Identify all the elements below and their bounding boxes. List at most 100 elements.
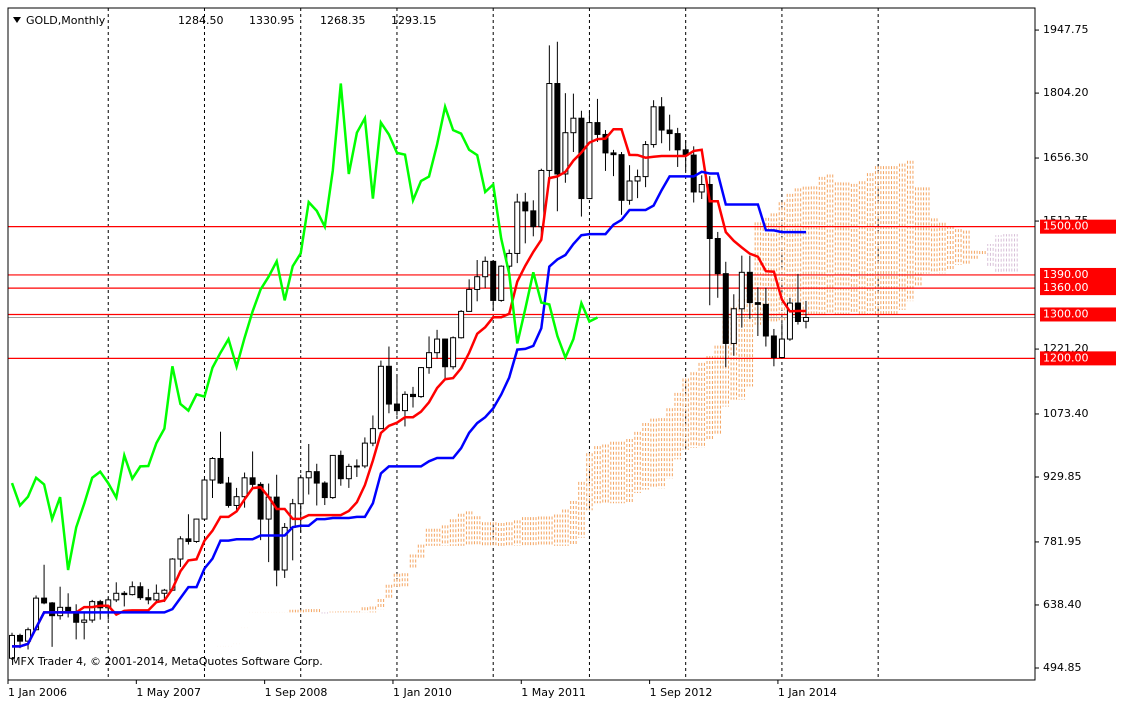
candle-body bbox=[321, 482, 328, 499]
candle-body bbox=[89, 601, 96, 621]
level-label: 1390.00 bbox=[1043, 268, 1089, 281]
candle-body bbox=[177, 538, 184, 560]
candle-body bbox=[281, 526, 288, 571]
candle-body bbox=[193, 518, 200, 542]
candle-body bbox=[241, 477, 248, 498]
candle-body bbox=[650, 106, 657, 146]
menu-triangle bbox=[13, 17, 21, 23]
candle-body bbox=[618, 154, 625, 201]
header-value: 1268.35 bbox=[320, 14, 366, 27]
symbol: GOLD,Monthly bbox=[26, 14, 106, 27]
candle-body bbox=[706, 184, 713, 240]
candle-body bbox=[738, 271, 745, 310]
candle-body bbox=[233, 496, 240, 506]
candle-body bbox=[578, 117, 585, 200]
candle-body bbox=[65, 606, 72, 613]
y-tick-label: 494.85 bbox=[1043, 661, 1082, 674]
candle-body bbox=[353, 465, 360, 468]
candle-body bbox=[410, 393, 416, 398]
y-tick-label: 1073.40 bbox=[1043, 407, 1089, 420]
candle-body bbox=[730, 308, 737, 344]
candle-body bbox=[137, 586, 144, 599]
x-tick-label: 1 May 2011 bbox=[521, 686, 586, 699]
candle-body bbox=[105, 599, 112, 609]
candle-body bbox=[690, 154, 697, 193]
candle-body bbox=[17, 634, 24, 642]
candle-body bbox=[802, 316, 809, 322]
level-label: 1300.00 bbox=[1043, 307, 1089, 320]
candle-body bbox=[337, 454, 344, 480]
tenkan-line bbox=[12, 127, 806, 648]
header-value: 1330.95 bbox=[249, 14, 295, 27]
candle-body bbox=[778, 338, 785, 359]
y-tick-label: 781.95 bbox=[1043, 535, 1082, 548]
plot-area bbox=[8, 8, 1035, 680]
candle-body bbox=[121, 592, 128, 596]
chikou-line bbox=[10, 83, 599, 571]
candle-body bbox=[145, 597, 152, 601]
candle-body bbox=[586, 122, 593, 200]
candle-body bbox=[161, 589, 168, 594]
candle-body bbox=[361, 442, 368, 467]
x-tick-label: 1 Sep 2008 bbox=[265, 686, 328, 699]
candle-body bbox=[714, 238, 721, 275]
y-tick-label: 1804.20 bbox=[1043, 86, 1089, 99]
candle-body bbox=[401, 393, 408, 412]
candle-body bbox=[666, 129, 673, 135]
level-label-box bbox=[1040, 281, 1116, 296]
candle-body bbox=[305, 471, 312, 479]
axes: 1947.751804.201656.301512.751221.201073.… bbox=[7, 14, 1116, 699]
candle-body bbox=[642, 144, 649, 178]
candle-body bbox=[393, 403, 400, 412]
level-label-box bbox=[1040, 351, 1116, 366]
candle-body bbox=[81, 619, 88, 623]
candle-body bbox=[434, 338, 441, 354]
candle-body bbox=[313, 471, 320, 484]
candle-body bbox=[522, 201, 529, 212]
candle-body bbox=[49, 602, 56, 617]
candle-body bbox=[762, 303, 769, 337]
candle-body bbox=[562, 132, 569, 175]
candle-body bbox=[466, 288, 473, 312]
candle-body bbox=[418, 367, 425, 398]
candle-body bbox=[754, 302, 761, 305]
candle-body bbox=[41, 597, 48, 604]
x-tick-label: 1 Sep 2012 bbox=[650, 686, 713, 699]
candle-body bbox=[490, 260, 497, 301]
y-tick-label: 1656.30 bbox=[1043, 151, 1089, 164]
kijun-line bbox=[12, 170, 806, 648]
candle-body bbox=[658, 106, 665, 131]
candle-body bbox=[570, 117, 577, 134]
candle-body bbox=[153, 592, 160, 601]
candle-body bbox=[450, 337, 457, 368]
candle-body bbox=[610, 152, 617, 156]
candle-body bbox=[217, 457, 224, 484]
candle-body bbox=[442, 338, 449, 368]
candle-body bbox=[209, 457, 216, 481]
level-label-box bbox=[1040, 307, 1116, 322]
candle-body bbox=[426, 352, 433, 369]
level-label: 1360.00 bbox=[1043, 281, 1089, 294]
candle-body bbox=[113, 592, 120, 601]
candle-body bbox=[594, 122, 601, 135]
header-value: 1284.50 bbox=[178, 14, 224, 27]
y-tick-label: 1947.75 bbox=[1043, 23, 1089, 36]
candle-body bbox=[273, 496, 280, 571]
candle-body bbox=[722, 273, 729, 344]
x-tick-label: 1 Jan 2014 bbox=[778, 686, 837, 699]
y-tick-label: 929.85 bbox=[1043, 470, 1082, 483]
candle-body bbox=[377, 365, 384, 430]
candle-body bbox=[530, 210, 537, 228]
candle-body bbox=[602, 133, 609, 154]
candle-body bbox=[786, 302, 793, 340]
level-label-box bbox=[1040, 267, 1116, 282]
level-label-box bbox=[1040, 219, 1116, 234]
candle-body bbox=[674, 133, 681, 151]
candle-body bbox=[297, 477, 304, 505]
candle-body bbox=[626, 180, 633, 201]
x-tick-label: 1 Jan 2006 bbox=[8, 686, 67, 699]
candle-body bbox=[129, 586, 136, 596]
candle-body bbox=[458, 310, 465, 339]
